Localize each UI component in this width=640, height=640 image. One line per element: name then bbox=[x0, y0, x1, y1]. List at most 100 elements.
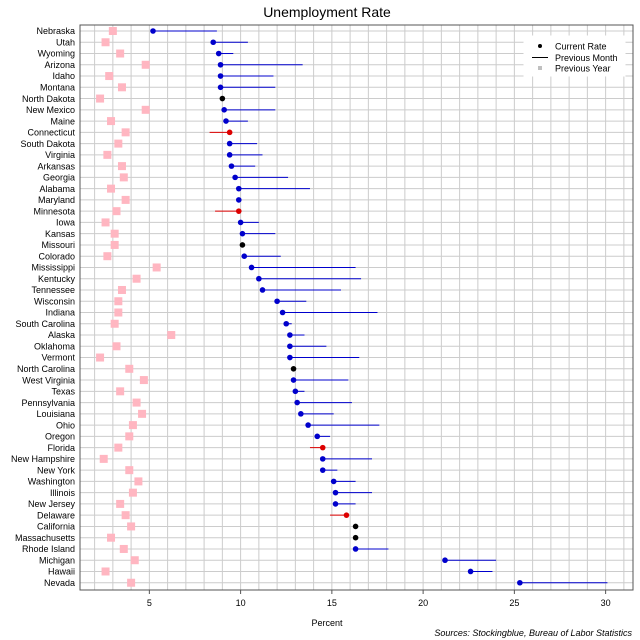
current-rate-florida bbox=[319, 444, 326, 451]
state-label-new-york: New York bbox=[37, 465, 76, 475]
legend-previous-year: Previous Year bbox=[555, 64, 611, 74]
state-label-louisiana: Louisiana bbox=[36, 409, 75, 419]
previous-year-delaware bbox=[121, 511, 130, 520]
state-label-arizona: Arizona bbox=[44, 60, 75, 70]
previous-year-utah bbox=[101, 38, 110, 47]
current-rate-indiana bbox=[279, 309, 286, 316]
legend-previous-year-marker bbox=[538, 66, 542, 70]
current-rate-delaware bbox=[343, 512, 350, 518]
state-label-delaware: Delaware bbox=[37, 510, 75, 520]
current-rate-kansas bbox=[239, 230, 246, 237]
previous-year-wisconsin bbox=[114, 297, 123, 306]
current-rate-montana bbox=[217, 84, 224, 91]
current-rate-hawaii bbox=[467, 568, 474, 575]
previous-year-new-mexico bbox=[141, 105, 150, 114]
x-tick-label: 10 bbox=[236, 598, 246, 608]
state-label-new-hampshire: New Hampshire bbox=[11, 454, 75, 464]
state-label-illinois: Illinois bbox=[50, 488, 76, 498]
state-label-iowa: Iowa bbox=[56, 218, 75, 228]
current-rate-west-virginia bbox=[290, 377, 297, 383]
previous-year-texas bbox=[116, 387, 125, 396]
previous-year-north-carolina bbox=[125, 364, 134, 373]
state-label-utah: Utah bbox=[56, 37, 75, 47]
current-rate-new-hampshire bbox=[319, 456, 326, 462]
previous-year-tennessee bbox=[117, 285, 126, 294]
state-label-south-carolina: South Carolina bbox=[15, 319, 75, 329]
previous-year-idaho bbox=[105, 72, 114, 81]
state-label-washington: Washington bbox=[28, 477, 75, 487]
legend-current-rate: Current Rate bbox=[555, 42, 607, 52]
previous-year-illinois bbox=[128, 488, 137, 497]
current-rate-missouri bbox=[239, 242, 246, 248]
current-rate-massachusetts bbox=[352, 534, 359, 541]
state-label-north-carolina: North Carolina bbox=[17, 364, 75, 374]
previous-year-louisiana bbox=[138, 409, 147, 418]
previous-year-south-carolina bbox=[110, 319, 119, 328]
state-label-idaho: Idaho bbox=[52, 71, 75, 81]
previous-year-indiana bbox=[114, 308, 123, 317]
x-tick-label: 20 bbox=[418, 598, 428, 608]
state-label-connecticut: Connecticut bbox=[27, 128, 75, 138]
previous-year-alaska bbox=[167, 331, 176, 340]
current-rate-maryland bbox=[235, 197, 242, 203]
state-label-wyoming: Wyoming bbox=[38, 49, 75, 59]
previous-year-maine bbox=[107, 117, 116, 126]
previous-year-colorado bbox=[103, 252, 112, 261]
state-label-ohio: Ohio bbox=[56, 420, 75, 430]
state-label-vermont: Vermont bbox=[41, 353, 75, 363]
current-rate-wisconsin bbox=[274, 298, 280, 305]
previous-year-arizona bbox=[141, 60, 150, 69]
previous-year-nevada bbox=[127, 578, 136, 587]
current-rate-new-york bbox=[319, 467, 326, 473]
x-tick-label: 25 bbox=[509, 598, 519, 608]
previous-year-kansas bbox=[110, 229, 119, 238]
state-label-california: California bbox=[37, 522, 75, 532]
current-rate-colorado bbox=[241, 253, 248, 259]
previous-year-virginia bbox=[103, 150, 112, 159]
previous-year-alabama bbox=[107, 184, 116, 193]
x-tick-label: 30 bbox=[601, 598, 611, 608]
state-label-rhode-island: Rhode Island bbox=[22, 544, 75, 554]
data-marks bbox=[96, 27, 608, 587]
plot-frame bbox=[79, 24, 634, 591]
previous-year-nebraska bbox=[108, 27, 117, 35]
previous-year-new-york bbox=[125, 466, 134, 475]
current-rate-idaho bbox=[217, 73, 224, 79]
previous-year-ohio bbox=[128, 421, 137, 430]
previous-year-missouri bbox=[110, 240, 119, 249]
current-rate-maine bbox=[223, 118, 229, 124]
previous-year-new-hampshire bbox=[99, 454, 108, 463]
x-axis-label: Percent bbox=[311, 618, 343, 628]
current-rate-iowa bbox=[237, 219, 244, 226]
state-label-maryland: Maryland bbox=[38, 195, 75, 205]
current-rate-north-carolina bbox=[290, 366, 297, 372]
source-note: Sources: Stockingblue, Bureau of Labor S… bbox=[434, 628, 632, 638]
current-rate-oregon bbox=[314, 433, 321, 440]
state-label-oklahoma: Oklahoma bbox=[34, 341, 75, 351]
previous-year-california bbox=[127, 522, 136, 531]
previous-year-new-jersey bbox=[116, 499, 125, 508]
current-rate-nebraska bbox=[150, 28, 156, 34]
previous-year-iowa bbox=[101, 218, 110, 227]
current-rate-california bbox=[352, 523, 359, 530]
current-rate-tennessee bbox=[259, 287, 266, 293]
state-label-kansas: Kansas bbox=[45, 229, 76, 239]
current-rate-alaska bbox=[287, 332, 293, 338]
previous-year-south-dakota bbox=[114, 139, 123, 148]
legend-previous-month: Previous Month bbox=[555, 53, 618, 63]
current-rate-texas bbox=[292, 388, 299, 395]
previous-year-arkansas bbox=[117, 162, 126, 171]
current-rate-wyoming bbox=[215, 50, 222, 57]
state-label-tennessee: Tennessee bbox=[31, 285, 75, 295]
current-rate-utah bbox=[210, 39, 217, 46]
previous-year-minnesota bbox=[112, 207, 121, 216]
current-rate-ohio bbox=[305, 422, 311, 428]
current-rate-north-dakota bbox=[219, 95, 226, 102]
state-label-montana: Montana bbox=[40, 83, 75, 93]
previous-year-rhode-island bbox=[119, 544, 128, 553]
state-label-indiana: Indiana bbox=[45, 308, 75, 318]
state-label-nebraska: Nebraska bbox=[36, 26, 75, 36]
previous-year-washington bbox=[134, 477, 143, 486]
state-label-massachusetts: Massachusetts bbox=[15, 533, 76, 543]
